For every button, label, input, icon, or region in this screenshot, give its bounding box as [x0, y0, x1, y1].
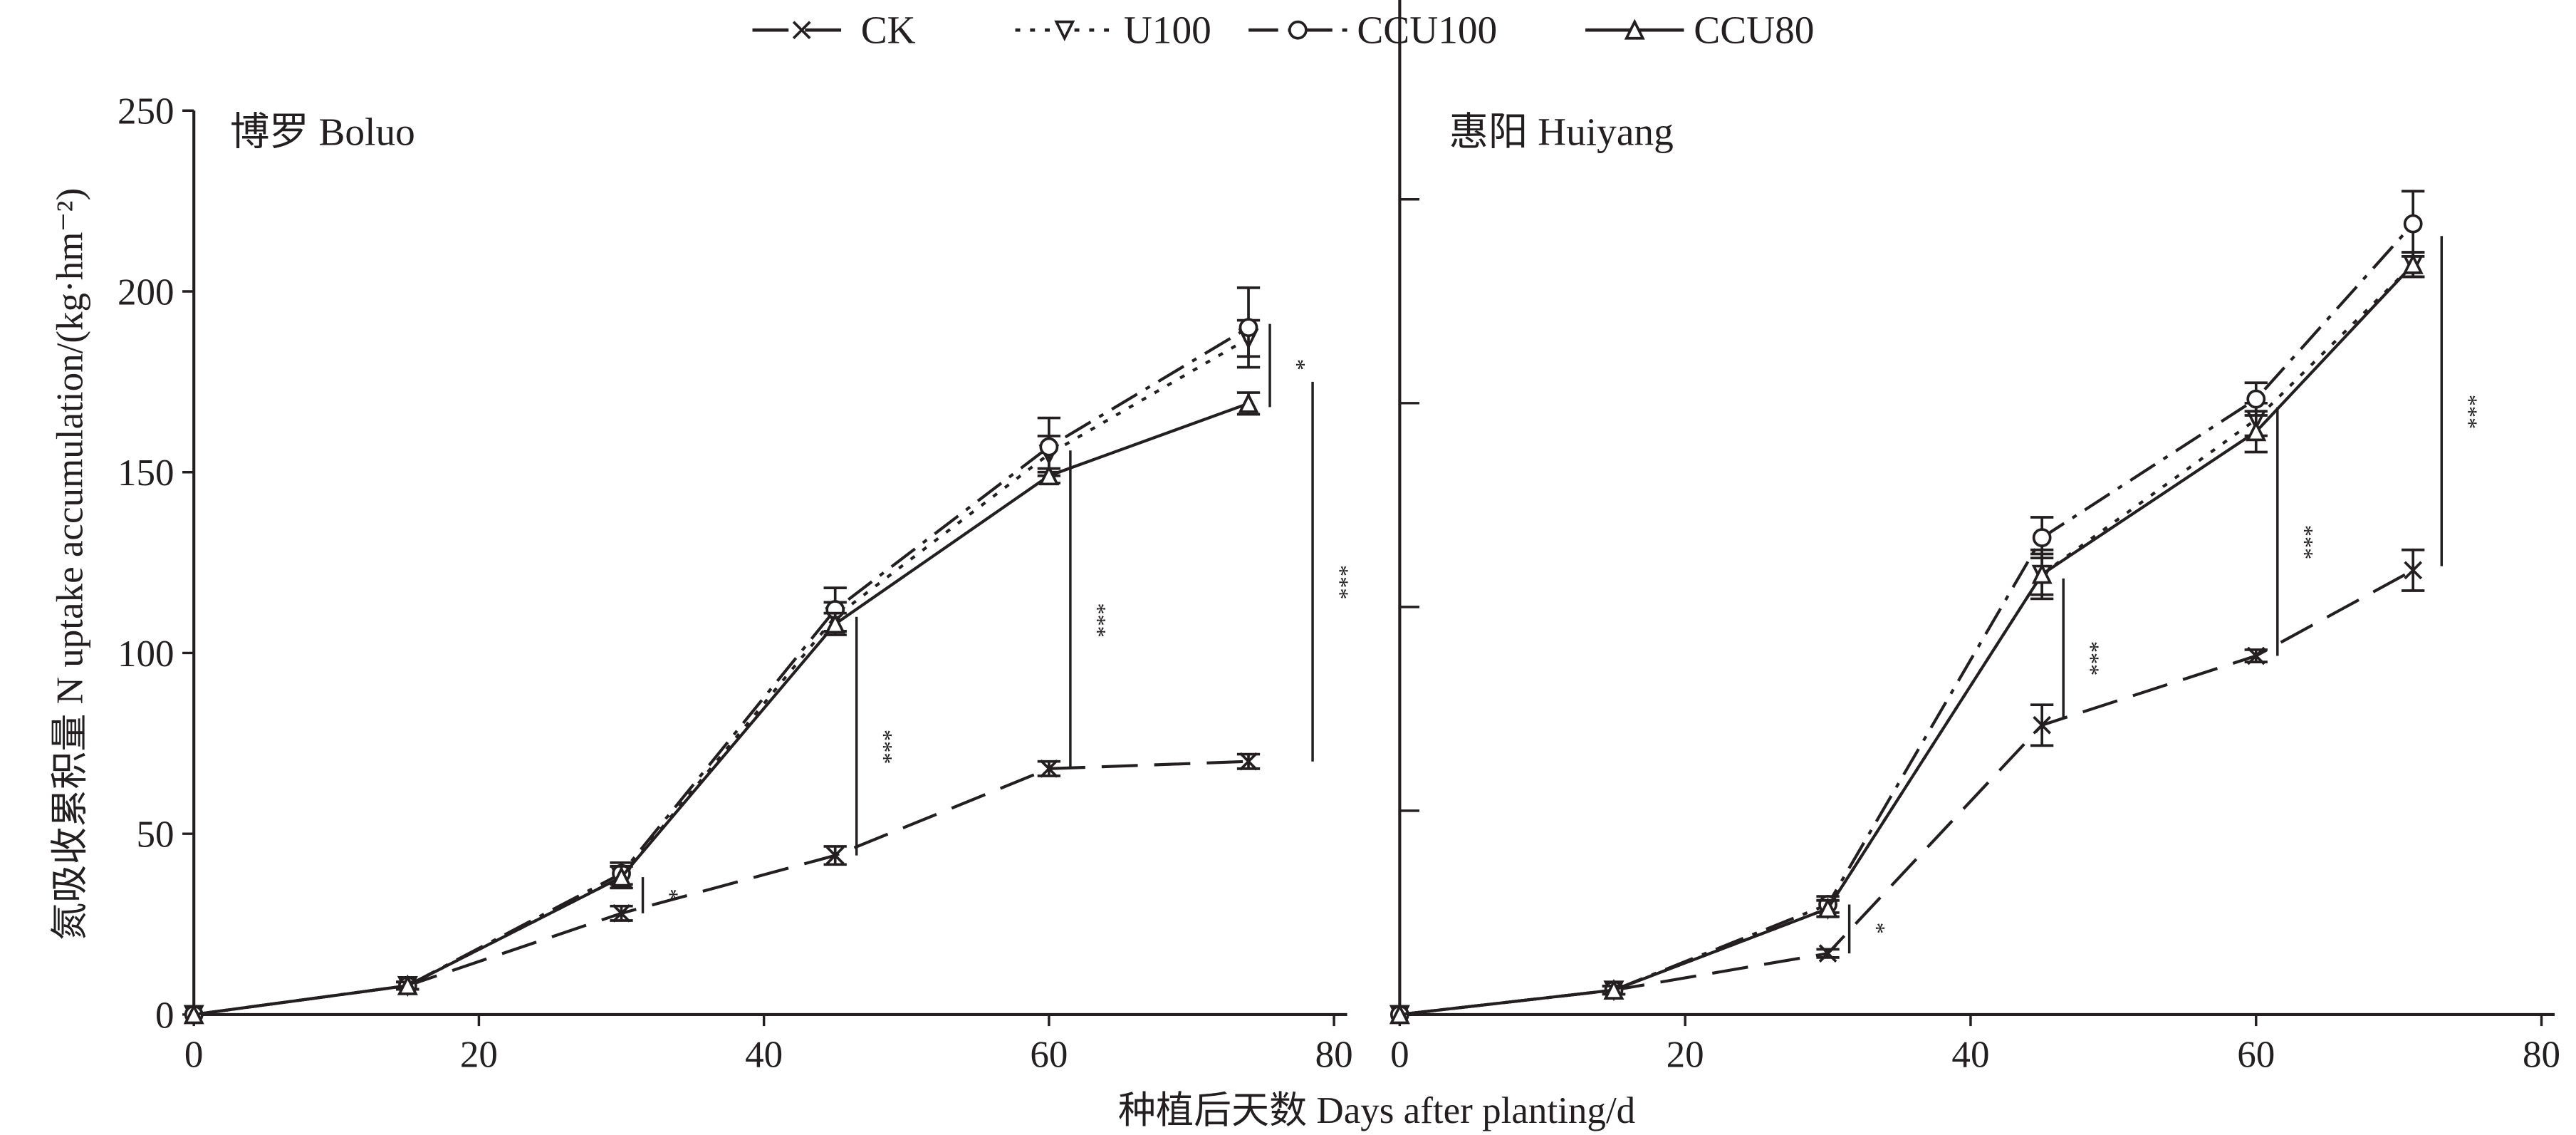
- series-ccu80: [183, 391, 1261, 1025]
- series-line-ccu80: [193, 402, 1249, 1016]
- data-point-ck: [2246, 646, 2265, 665]
- x-tick-label: 60: [1030, 1035, 1068, 1076]
- significance-label: ***: [1085, 603, 1111, 637]
- data-point-ccu100: [2032, 528, 2052, 547]
- data-point-ck: [1040, 760, 1058, 778]
- data-point-ccu80: [1038, 465, 1060, 486]
- legend: CK U100 CCU100 CCU80: [752, 9, 1814, 52]
- legend-label-ccu80: CCU80: [1694, 9, 1814, 52]
- data-point-ck: [2033, 715, 2052, 735]
- data-point-ccu80: [1818, 897, 1839, 918]
- series-line-ccu80: [1399, 263, 2414, 1017]
- legend-marker-ccu80-icon: [1624, 19, 1645, 40]
- data-point-ccu80: [2402, 253, 2424, 274]
- x-tick-label: 40: [745, 1035, 783, 1076]
- legend-marker-ccu100-icon: [1288, 20, 1308, 40]
- data-point-ccu80: [1238, 392, 1259, 413]
- x-tick-label: 80: [1315, 1035, 1353, 1076]
- series-line-ccu100: [1399, 222, 2414, 1017]
- significance-label: *: [657, 888, 683, 900]
- significance-label: ***: [1328, 565, 1353, 599]
- x-tick-label: 20: [1667, 1035, 1704, 1076]
- panel-title: 惠阳 Huiyang: [1449, 110, 1674, 154]
- data-point-ck: [2404, 561, 2423, 580]
- data-point-ccu80: [1603, 978, 1625, 1000]
- x-axis-label: 种植后天数 Days after planting/d: [1118, 1090, 1635, 1131]
- series-line-ck: [193, 760, 1249, 1016]
- data-point-ccu80: [1389, 1003, 1410, 1025]
- significance-label: *: [1864, 923, 1889, 934]
- x-tick-label: 80: [2523, 1035, 2560, 1076]
- data-point-ccu100: [1039, 437, 1059, 457]
- legend-label-ck: CK: [861, 9, 916, 52]
- data-point-ck: [1818, 944, 1837, 963]
- series-line-u100: [193, 337, 1250, 1016]
- significance-label: ***: [2456, 395, 2482, 429]
- series-ck: [1390, 548, 2425, 1024]
- data-point-ck: [612, 904, 631, 923]
- significance-label: ***: [2292, 525, 2317, 559]
- x-tick-label: 0: [1390, 1035, 1409, 1076]
- data-point-ccu80: [2031, 563, 2053, 584]
- series-ccu100: [184, 286, 1261, 1025]
- data-point-ccu100: [2403, 214, 2423, 234]
- series-ccu100: [1389, 190, 2425, 1025]
- significance-label: *: [1285, 359, 1310, 370]
- y-tick-label: 250: [118, 91, 174, 133]
- series-u100: [1389, 251, 2425, 1026]
- x-tick-label: 20: [460, 1035, 498, 1076]
- series-ccu80: [1389, 251, 2425, 1025]
- series-line-ccu100: [193, 326, 1250, 1016]
- data-point-ccu100: [1239, 318, 1258, 338]
- y-axis-label: 氮吸收累积量 N uptake accumulation/(kg·hm⁻²): [49, 188, 90, 940]
- data-point-ccu80: [397, 974, 418, 995]
- legend-marker-ck-icon: [792, 21, 811, 40]
- legend-marker-u100-icon: [1054, 20, 1075, 41]
- significance-label: ***: [871, 730, 897, 764]
- y-tick-label: 0: [155, 995, 174, 1036]
- data-point-ccu80: [2246, 420, 2267, 442]
- y-tick-label: 50: [136, 814, 174, 856]
- data-point-ck: [825, 846, 845, 865]
- series-ck: [184, 752, 1261, 1024]
- data-point-ccu80: [825, 613, 846, 634]
- series-line-u100: [1399, 263, 2414, 1017]
- series-u100: [183, 318, 1261, 1026]
- y-tick-label: 100: [118, 633, 174, 675]
- y-tick-label: 150: [118, 452, 174, 494]
- significance-label: ***: [2078, 641, 2104, 675]
- legend-label-ccu100: CCU100: [1357, 9, 1497, 52]
- panel-title: 博罗 Boluo: [230, 110, 415, 154]
- x-tick-label: 40: [1951, 1035, 1989, 1076]
- legend-label-u100: U100: [1124, 9, 1211, 52]
- data-point-ccu100: [2246, 389, 2266, 409]
- x-tick-label: 60: [2237, 1035, 2275, 1076]
- data-point-ccu80: [183, 1003, 204, 1025]
- y-tick-label: 200: [118, 271, 174, 313]
- x-tick-label: 0: [184, 1035, 204, 1076]
- data-point-ccu80: [611, 866, 632, 887]
- data-point-ck: [1239, 752, 1258, 771]
- series-line-ck: [1399, 569, 2414, 1017]
